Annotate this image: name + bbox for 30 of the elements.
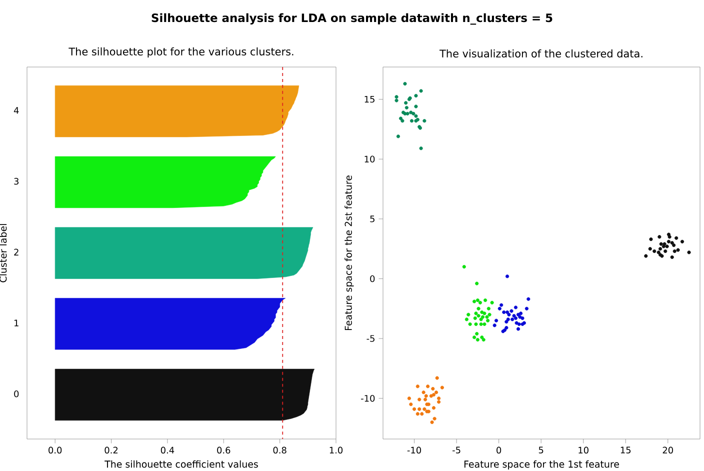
y-tick-label: 5	[370, 216, 374, 222]
x-tick-label: 1.0	[330, 446, 343, 454]
x-tick-label: 0.0	[48, 446, 62, 454]
x-tick-label: -10	[407, 446, 422, 454]
x-tick-label: 0	[496, 446, 502, 454]
y-tick-label: 3	[14, 178, 19, 185]
x-tick-label: 10	[578, 446, 588, 454]
x-tick-label: 15	[620, 446, 631, 454]
y-tick-label: 0	[14, 390, 19, 398]
y-tick-label: 0	[370, 275, 375, 282]
x-tick-label: 0.4	[160, 446, 174, 454]
y-tick-label: 4	[14, 107, 19, 114]
x-tick-label: 0.2	[104, 446, 118, 454]
y-tick-label: -10	[361, 394, 375, 402]
y-axis-title: Feature space for the 2st feature	[344, 176, 354, 330]
x-axis-title: The silhouette coefficient values	[104, 460, 258, 468]
y-tick-label: -5	[366, 335, 374, 342]
chart-title: The visualization of the clustered data.	[439, 49, 642, 58]
x-tick-label: -5	[452, 446, 460, 454]
chart-subtitle: The silhouette plot for the various clusters.	[68, 47, 294, 58]
x-tick-label: 0.8	[273, 446, 286, 454]
x-tick-label: 5	[538, 446, 544, 454]
y-tick-label: 10	[364, 156, 375, 162]
x-tick-label: 20	[662, 446, 673, 454]
chart-title: Silhouette analysis for LDA on sample datawith n_clusters = 5	[152, 13, 552, 25]
y-tick-label: 2	[14, 248, 18, 256]
y-tick-label: 15	[364, 96, 374, 103]
x-axis-title: Feature space for the 1st feature	[464, 460, 619, 470]
x-tick-label: 0.6	[217, 446, 230, 454]
y-tick-label: 1	[14, 320, 18, 326]
